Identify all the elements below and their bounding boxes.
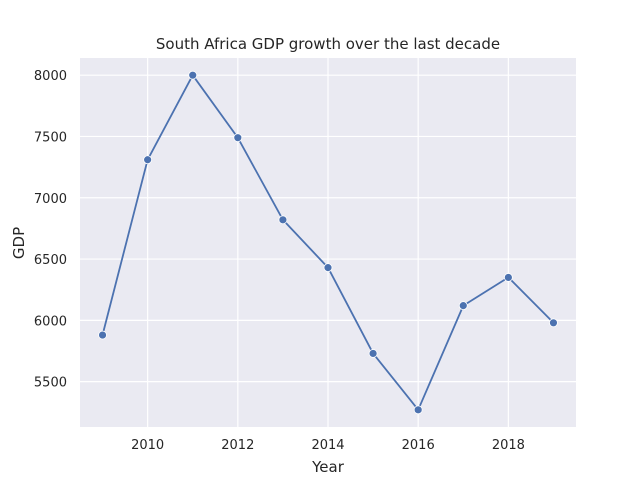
y-axis-ticks: 5500 6000 6500 7000 7500 8000 xyxy=(34,69,67,390)
y-tick-label: 5500 xyxy=(34,376,67,391)
y-tick-label: 7500 xyxy=(34,130,67,145)
y-tick-label: 8000 xyxy=(34,69,67,84)
data-point xyxy=(458,301,468,311)
x-tick-label: 2010 xyxy=(131,438,164,453)
y-tick-label: 6000 xyxy=(34,314,67,329)
data-point xyxy=(323,263,333,273)
data-point xyxy=(278,215,288,225)
y-tick-label: 6500 xyxy=(34,253,67,268)
x-tick-label: 2016 xyxy=(402,438,435,453)
data-point xyxy=(233,133,243,143)
chart-title: South Africa GDP growth over the last de… xyxy=(156,35,500,53)
data-point xyxy=(549,318,558,328)
y-axis-label: GDP xyxy=(10,227,28,259)
data-point xyxy=(188,70,198,80)
data-point xyxy=(503,273,513,282)
x-axis-label: Year xyxy=(311,458,345,476)
gridlines xyxy=(80,58,576,427)
x-tick-label: 2014 xyxy=(311,438,344,453)
data-point xyxy=(413,405,423,415)
data-point xyxy=(98,330,107,340)
data-point xyxy=(143,155,153,165)
data-series xyxy=(98,70,558,415)
y-tick-label: 7000 xyxy=(34,192,67,207)
x-tick-label: 2018 xyxy=(492,438,525,453)
x-axis-ticks: 2010 2012 2014 2016 2018 xyxy=(131,438,525,453)
data-point xyxy=(368,349,378,358)
x-tick-label: 2012 xyxy=(221,438,254,453)
